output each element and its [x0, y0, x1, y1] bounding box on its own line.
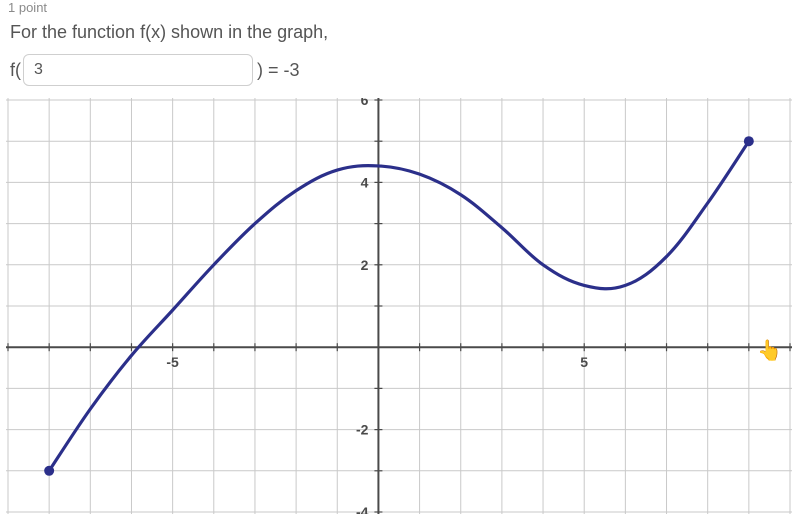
- f-open-paren: f(: [10, 60, 21, 81]
- pointer-cursor-icon: 👆: [757, 338, 782, 363]
- answer-row: f( ) = -3: [10, 54, 300, 86]
- svg-text:5: 5: [580, 354, 588, 370]
- graph-svg: -5 5 -4 -2 2 4 6: [6, 98, 792, 514]
- svg-text:-5: -5: [166, 354, 179, 370]
- svg-text:6: 6: [361, 98, 369, 108]
- svg-text:-2: -2: [356, 422, 369, 438]
- svg-text:2: 2: [361, 257, 369, 273]
- f-close-and-equals: ) = -3: [257, 60, 300, 81]
- function-graph: -5 5 -4 -2 2 4 6: [6, 98, 792, 514]
- svg-text:4: 4: [361, 174, 369, 190]
- svg-text:-4: -4: [356, 504, 369, 514]
- question-prompt: For the function f(x) shown in the graph…: [10, 22, 328, 43]
- points-badge: 1 point: [8, 0, 47, 15]
- answer-input[interactable]: [23, 54, 253, 86]
